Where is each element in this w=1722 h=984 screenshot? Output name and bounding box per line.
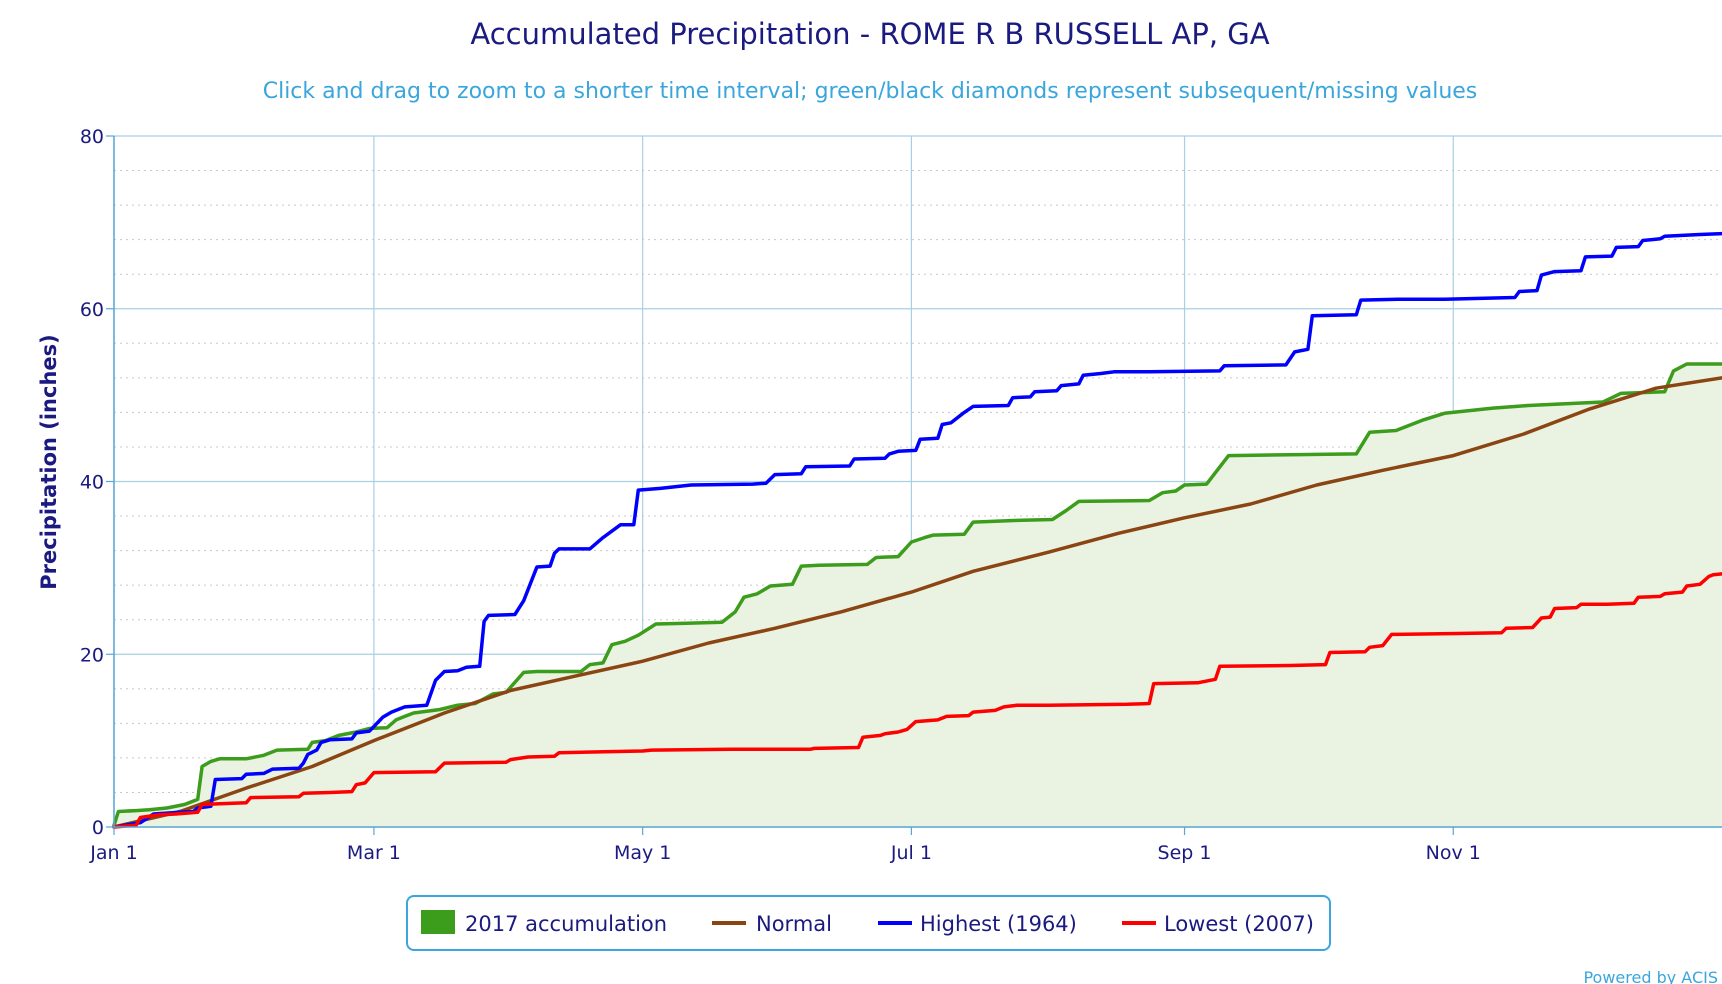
x-tick-label: Jan 1	[89, 842, 137, 864]
legend-label-lowest: Lowest (2007)	[1164, 912, 1314, 936]
credit-link[interactable]: Powered by ACIS	[1583, 968, 1718, 984]
chart-title: Accumulated Precipitation - ROME R B RUS…	[470, 17, 1269, 51]
y-tick-label: 0	[92, 817, 104, 839]
series-line-highest-1964	[112, 231, 1722, 829]
series-area-2017-accumulation	[114, 364, 1722, 827]
x-tick-label: Mar 1	[347, 842, 401, 864]
y-tick-label: 40	[80, 472, 104, 494]
series-line-normal	[112, 376, 1722, 829]
axes: 0 20 40 60 80 Jan 1 Mar 1 May 1 Jul 1 Sep 1 Nov 1	[80, 126, 1722, 864]
legend: 2017 accumulation Normal Highest (1964) …	[406, 895, 1331, 951]
legend-box	[406, 895, 1331, 951]
legend-item-lowest[interactable]: Lowest (2007)	[1122, 912, 1314, 936]
y-tick-label: 80	[80, 126, 104, 148]
legend-label-highest: Highest (1964)	[920, 912, 1077, 936]
x-tick-label: Jul 1	[890, 842, 932, 864]
series-line-lowest-2007	[112, 572, 1722, 829]
legend-label-normal: Normal	[756, 912, 832, 936]
x-tick-label: Sep 1	[1158, 842, 1212, 864]
series-line-2017-accumulation	[112, 362, 1722, 828]
legend-item-highest[interactable]: Highest (1964)	[878, 912, 1077, 936]
legend-label-2017: 2017 accumulation	[465, 912, 667, 936]
y-axis-label: Precipitation (inches)	[37, 334, 61, 590]
legend-swatch-2017	[421, 910, 455, 934]
y-tick-label: 20	[80, 644, 104, 666]
series-layer	[112, 231, 1722, 829]
x-tick-label: May 1	[614, 842, 671, 864]
y-tick-label: 60	[80, 299, 104, 321]
legend-item-normal[interactable]: Normal	[712, 912, 832, 936]
legend-item-2017[interactable]: 2017 accumulation	[421, 910, 667, 936]
x-tick-label: Nov 1	[1426, 842, 1481, 864]
chart-subtitle: Click and drag to zoom to a shorter time…	[263, 79, 1478, 104]
